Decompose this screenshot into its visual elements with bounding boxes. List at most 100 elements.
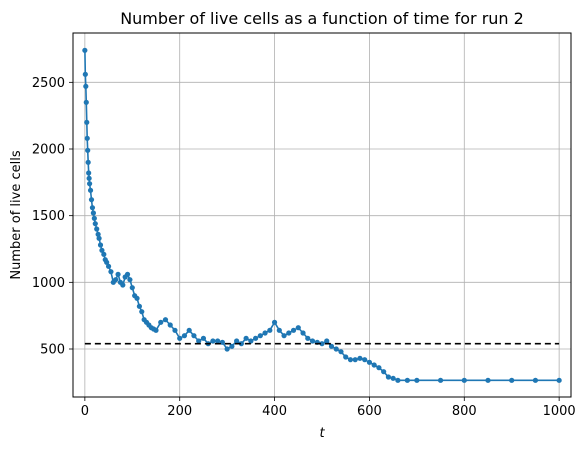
data-point <box>343 354 349 360</box>
y-tick-label: 2000 <box>32 143 65 158</box>
x-tick-label: 400 <box>262 404 287 419</box>
data-point <box>127 277 133 283</box>
data-point <box>532 377 539 383</box>
data-point <box>97 242 104 248</box>
data-point <box>300 330 306 336</box>
data-point <box>485 377 491 383</box>
data-point <box>219 339 225 345</box>
data-point <box>224 346 230 352</box>
data-point <box>253 335 259 341</box>
data-point <box>437 377 444 383</box>
data-point <box>134 295 140 301</box>
data-point <box>347 357 354 363</box>
data-point <box>115 271 121 277</box>
data-point <box>390 375 396 381</box>
data-point <box>414 377 420 383</box>
data-point <box>87 181 93 187</box>
data-point <box>139 309 145 315</box>
data-point <box>84 135 90 141</box>
data-point <box>90 210 96 216</box>
data-point <box>385 374 391 380</box>
data-point <box>104 259 110 265</box>
data-point <box>290 327 297 333</box>
data-point <box>86 170 92 176</box>
data-point <box>186 327 192 333</box>
data-point <box>82 71 88 77</box>
data-point <box>271 319 278 325</box>
data-point <box>404 377 410 383</box>
data-point <box>381 369 387 375</box>
data-point <box>362 357 368 363</box>
data-point <box>215 338 221 344</box>
data-point <box>89 205 96 211</box>
data-point <box>238 341 244 347</box>
data-point <box>257 333 263 339</box>
x-axis-label: t <box>319 426 325 441</box>
x-tick-label: 1000 <box>543 404 576 419</box>
y-tick-label: 500 <box>40 343 65 358</box>
data-point <box>99 247 105 253</box>
data-point <box>243 335 249 341</box>
data-point <box>357 355 363 361</box>
x-tick-label: 200 <box>167 404 192 419</box>
x-tick-label: 800 <box>452 404 477 419</box>
data-point <box>191 333 197 339</box>
data-point <box>85 159 91 165</box>
y-axis-label: Number of live cells <box>9 150 24 279</box>
data-point <box>556 377 562 383</box>
data-point <box>87 187 94 193</box>
tick-layer: 0 200 400 600 800 1000 500 1000 1500 2000 2500 <box>32 76 576 419</box>
data-point <box>113 277 119 283</box>
data-point <box>167 322 173 328</box>
data-point <box>86 175 92 181</box>
data-point <box>371 362 377 368</box>
chart-title: Number of live cells as a function of ti… <box>120 9 524 28</box>
data-point <box>366 359 373 365</box>
data-point <box>96 235 102 241</box>
data-point <box>136 303 142 309</box>
data-point <box>461 377 467 383</box>
data-point <box>120 282 126 288</box>
data-point <box>352 357 358 363</box>
data-point <box>153 327 159 333</box>
data-point <box>281 333 287 339</box>
data-point <box>108 269 114 275</box>
data-point <box>309 338 316 344</box>
data-point <box>509 377 515 383</box>
data-point <box>101 251 107 257</box>
data-point <box>229 343 235 349</box>
data-point <box>84 119 90 125</box>
data-point <box>129 285 135 291</box>
data-point <box>324 338 330 344</box>
data-point <box>94 226 100 232</box>
axes-frame <box>72 32 572 398</box>
grid-lines <box>73 33 571 397</box>
data-point <box>200 335 207 341</box>
data-point <box>328 343 335 349</box>
data-point <box>338 349 344 355</box>
data-point <box>91 215 97 221</box>
data-point <box>395 377 401 383</box>
y-tick-label: 1500 <box>32 209 65 224</box>
data-point <box>376 365 382 371</box>
data-point <box>85 147 91 153</box>
x-tick-label: 0 <box>81 404 89 419</box>
data-point <box>319 341 325 347</box>
data-point <box>248 338 254 344</box>
data-point <box>177 335 183 341</box>
data-point <box>181 333 188 339</box>
data-point <box>124 271 131 277</box>
data-point <box>267 327 273 333</box>
data-point <box>92 221 98 227</box>
data-point <box>196 338 202 344</box>
data-point <box>295 325 301 331</box>
data-point <box>262 330 268 336</box>
data-point <box>83 99 89 105</box>
data-point <box>276 327 282 333</box>
series-layer <box>82 47 562 383</box>
y-tick-label: 2500 <box>32 76 65 91</box>
data-point <box>162 317 169 323</box>
data-point <box>95 231 101 237</box>
data-point <box>234 338 240 344</box>
